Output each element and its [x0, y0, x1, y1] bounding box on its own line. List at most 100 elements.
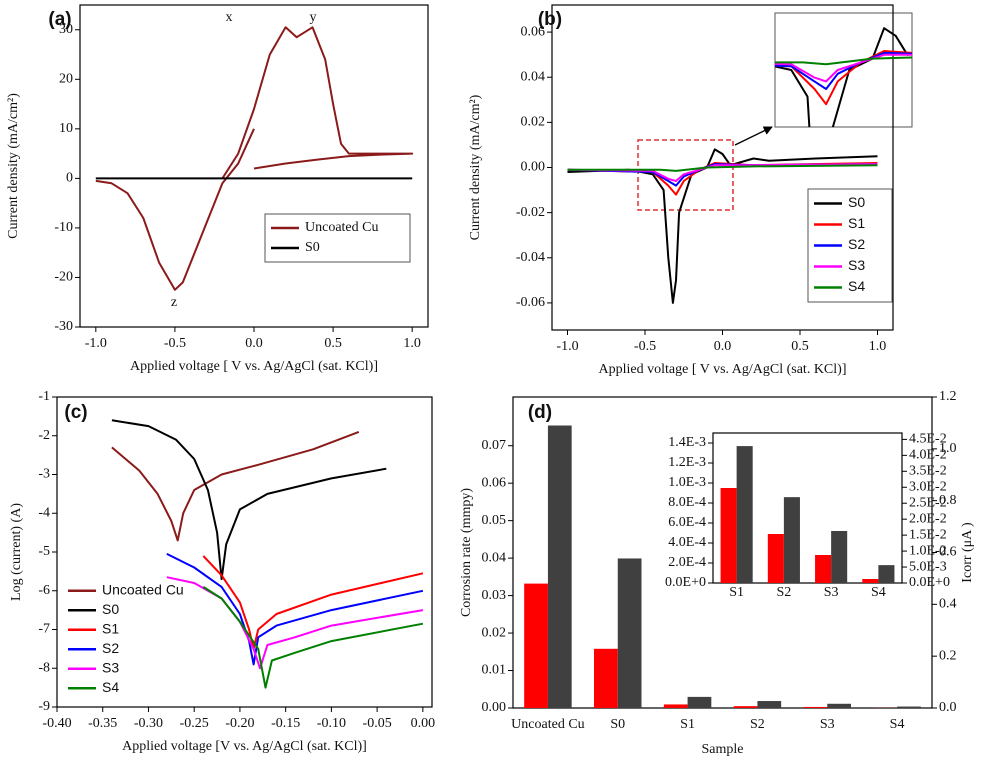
y2-tick-label: 2.5E-2	[909, 495, 947, 510]
annotation: x	[226, 10, 233, 25]
y-tick-label: 0.03	[482, 588, 507, 603]
legend-box	[264, 213, 411, 263]
y-tick-label: 4.0E-4	[668, 535, 706, 550]
zoom-arrow	[734, 126, 773, 146]
y-tick-label: -8	[38, 660, 50, 675]
legend-label: S2	[848, 236, 865, 252]
legend-label: S1	[848, 215, 865, 231]
x-tick-label: 0.00	[411, 716, 436, 731]
x-tick-label: -0.10	[317, 716, 346, 731]
x-tick-label: S3	[824, 585, 839, 600]
bar	[878, 565, 895, 583]
y-tick-label: -0.06	[516, 295, 545, 310]
bar	[803, 706, 828, 708]
y-tick-label: 1.2E-3	[668, 455, 706, 470]
y2-tick-label: 4.5E-2	[909, 432, 947, 447]
curve	[567, 163, 878, 182]
y2-tick-label: 0.0	[939, 700, 957, 715]
legend-label: S4	[102, 679, 119, 695]
legend-label: Uncoated Cu	[305, 220, 378, 235]
x-tick-label: -0.25	[180, 716, 209, 731]
x-tick-label: -0.5	[164, 336, 186, 351]
y-tick-label: 0	[66, 171, 73, 186]
bar	[617, 558, 642, 708]
zoom-curve	[775, 51, 912, 90]
y-tick-label: -9	[38, 699, 50, 714]
curve	[221, 26, 414, 179]
legend-label: S3	[102, 659, 119, 675]
legend-label: S3	[848, 257, 865, 273]
y-tick-label: -4	[38, 505, 50, 520]
y-tick-label: 1.4E-3	[668, 435, 706, 450]
x-tick-label: S1	[680, 717, 695, 732]
y-tick-label: 0.01	[482, 663, 507, 678]
legend-label: S1	[102, 620, 119, 636]
y-axis-label: Corrosion rate (mmpy)	[459, 488, 474, 617]
y-tick-label: -2	[38, 428, 50, 443]
y2-tick-label: 0.8	[939, 493, 957, 508]
x-axis-label: Sample	[702, 742, 744, 757]
x-tick-label: S1	[729, 585, 744, 600]
zoom-region	[637, 139, 734, 211]
bar	[827, 703, 851, 708]
curve	[95, 128, 255, 291]
annotation: (d)	[528, 402, 552, 423]
y-tick-label: -6	[38, 583, 50, 598]
bar	[783, 497, 800, 583]
zoom-curve	[775, 27, 912, 127]
bar	[757, 701, 782, 708]
y-tick-label: 0.06	[482, 475, 507, 490]
y-tick-label: 0.02	[521, 115, 546, 130]
y-tick-label: -30	[54, 319, 73, 334]
bar	[687, 696, 712, 708]
y2-tick-label: 0.6	[939, 545, 957, 560]
y-tick-label: -10	[54, 220, 73, 235]
x-axis-label: Applied voltage [ V vs. Ag/AgCl (sat. KC…	[130, 359, 378, 374]
y2-tick-label: 1.0	[939, 441, 957, 456]
y-tick-label: -0.02	[516, 205, 545, 220]
y2-tick-label: 0.2	[939, 648, 957, 663]
y2-tick-label: 1.2	[939, 389, 957, 404]
x-tick-label: -1.0	[85, 336, 107, 351]
y2-tick-label: 1.5E-2	[909, 527, 947, 542]
y-tick-label: 20	[59, 72, 73, 87]
y2-tick-label: 5.0E-3	[909, 559, 947, 574]
x-tick-label: S4	[871, 585, 886, 600]
legend-label: S0	[305, 240, 320, 255]
bar	[594, 648, 618, 708]
bar	[736, 446, 753, 583]
x-tick-label: -0.05	[363, 716, 392, 731]
x-tick-label: S3	[820, 717, 835, 732]
plot-frame	[712, 432, 903, 584]
x-tick-label: 1.0	[869, 339, 887, 354]
annotation: (c)	[64, 402, 87, 423]
annotation: z	[171, 295, 177, 310]
curve	[202, 586, 424, 689]
x-tick-label: -0.5	[634, 339, 656, 354]
x-tick-label: S2	[750, 717, 765, 732]
y-tick-label: 2.0E-4	[668, 555, 706, 570]
bar	[767, 534, 784, 583]
y-tick-label: 6.0E-4	[668, 515, 706, 530]
y-tick-label: -0.04	[516, 250, 545, 265]
zoom-curves	[775, 27, 912, 127]
y-axis-label: Current density (mA/cm²)	[468, 94, 483, 240]
y-tick-label: 30	[59, 22, 73, 37]
bar	[733, 706, 758, 708]
y-tick-label: 0.02	[482, 625, 507, 640]
curve	[111, 430, 360, 542]
y2-tick-label: 0.4	[939, 597, 957, 612]
bar	[831, 530, 848, 583]
curve	[111, 419, 387, 581]
bar	[897, 706, 921, 708]
x-tick-label: 1.0	[403, 336, 421, 351]
x-tick-label: -0.15	[271, 716, 300, 731]
y-tick-label: 0.0E+0	[665, 575, 706, 590]
zoom-curve	[775, 50, 912, 106]
legend-label: S0	[102, 601, 119, 617]
legend-label: S2	[102, 640, 119, 656]
legend-label: S4	[848, 278, 865, 294]
bar	[815, 555, 832, 583]
